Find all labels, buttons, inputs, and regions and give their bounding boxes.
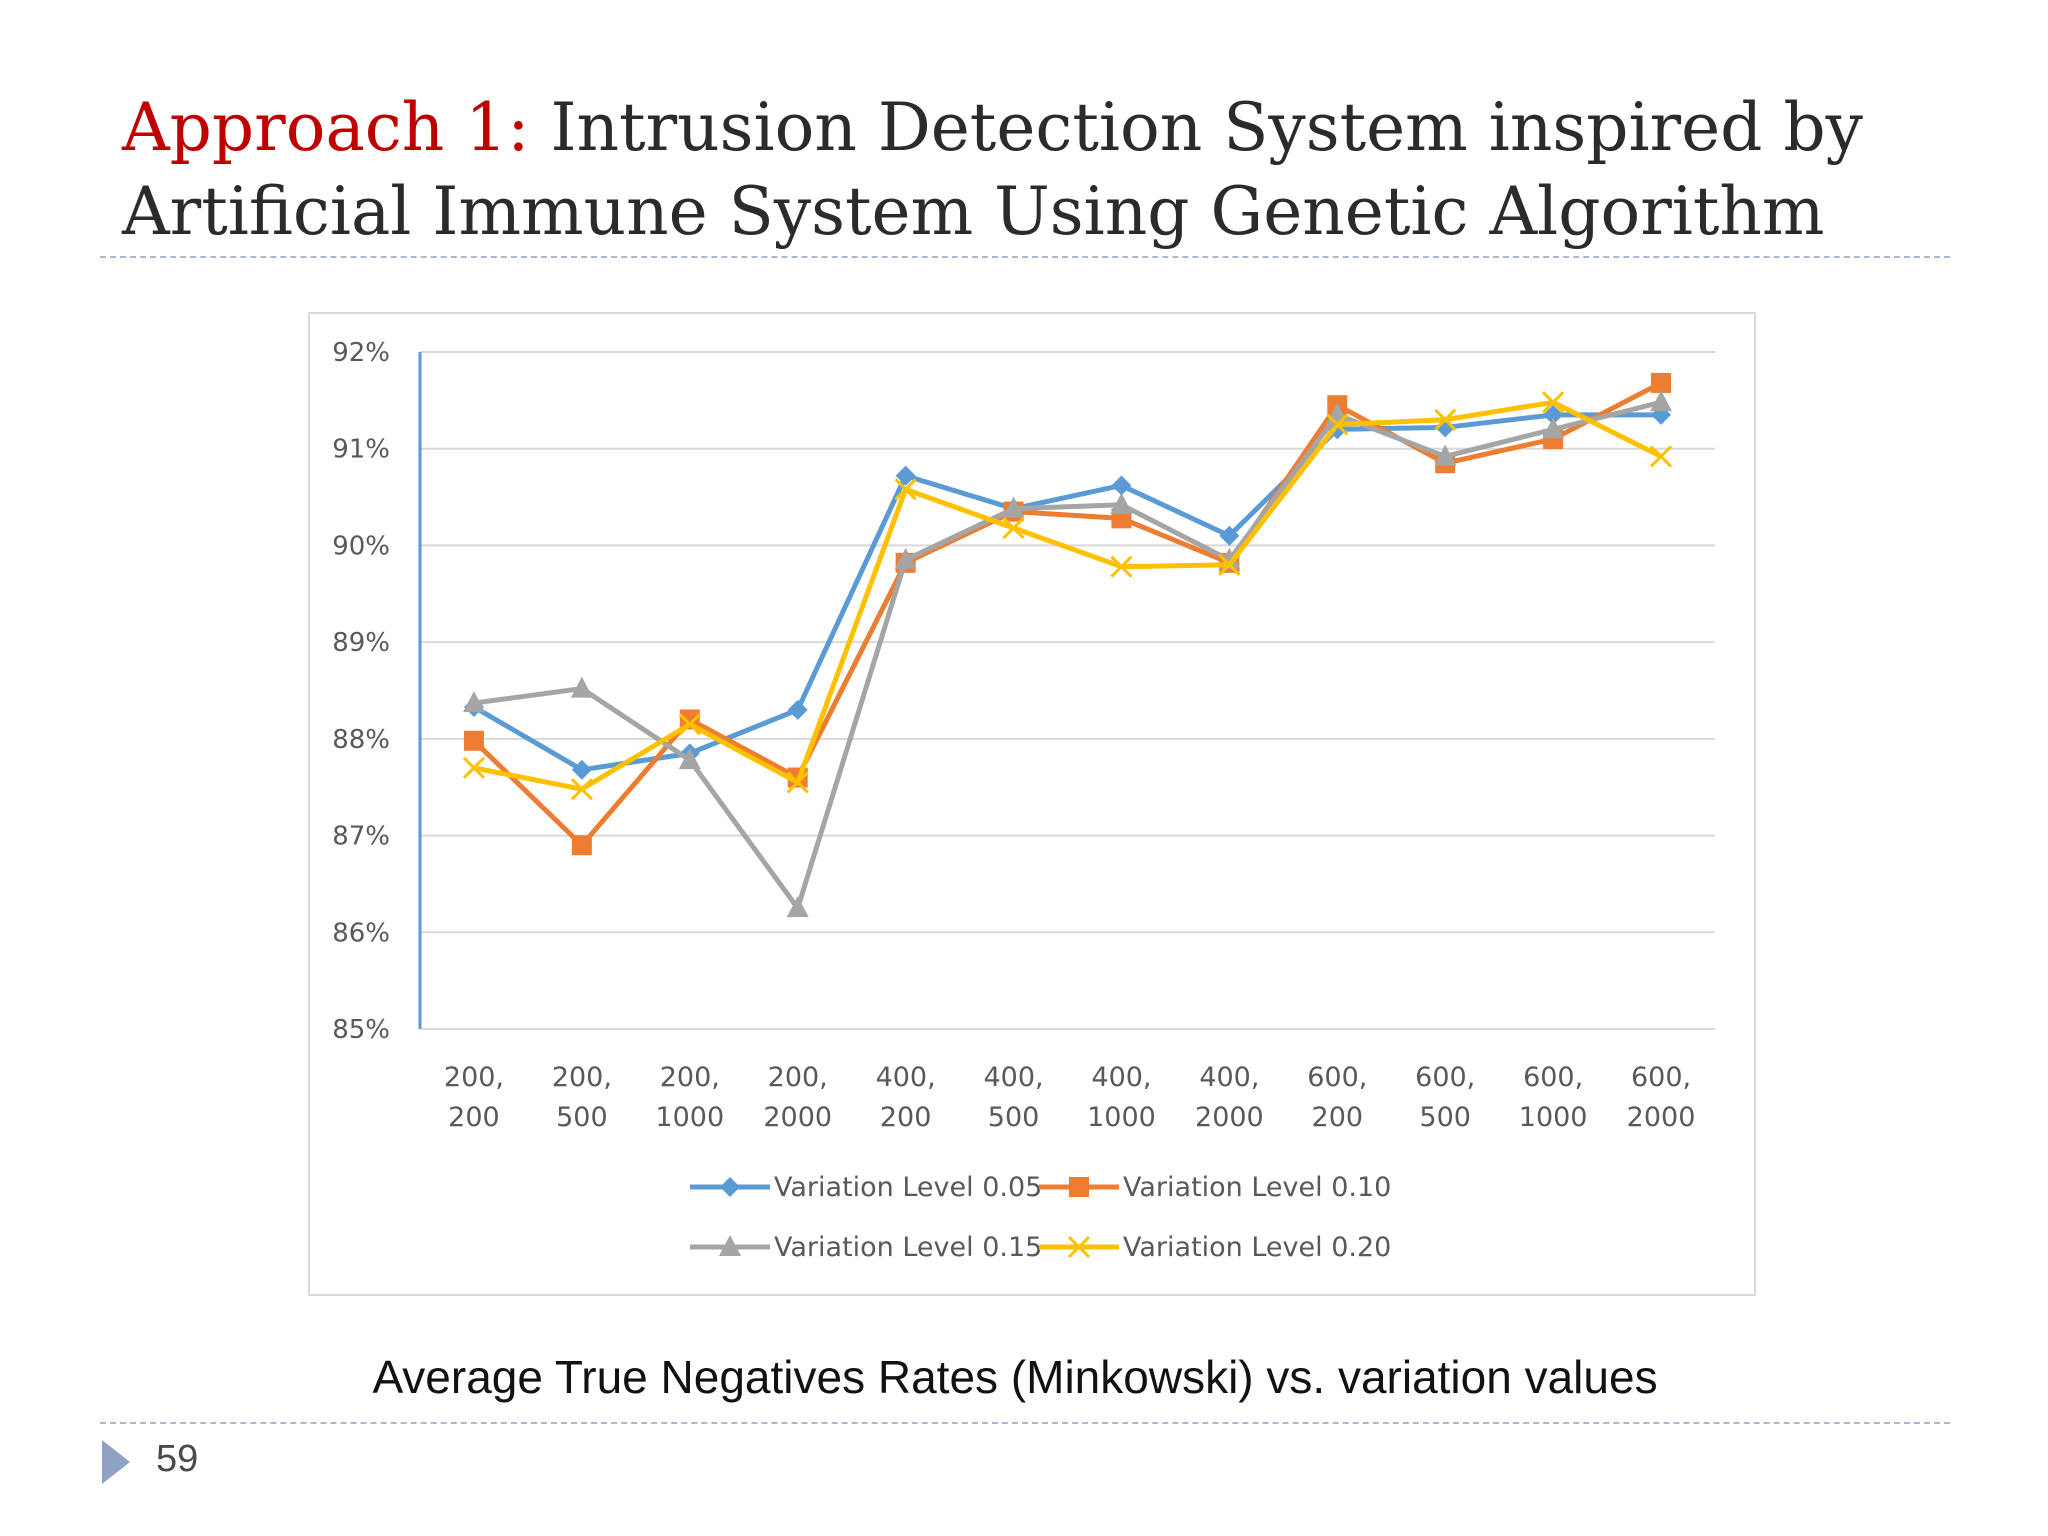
x-tick-label: 400, (1199, 1062, 1259, 1093)
data-point (1110, 492, 1133, 514)
triangle-bullet-icon (102, 1440, 130, 1484)
data-point (1002, 516, 1025, 540)
x-tick-label: 400, (876, 1062, 936, 1093)
line-chart: 92% 91% 90% 89% 88% 87% 86% 85% 200, 200 200, 500 20… (332, 338, 1715, 1263)
legend-label: Variation Level 0.20 (1123, 1232, 1391, 1263)
x-tick-label: 200, (660, 1062, 720, 1093)
x-tick-label: 600, (1631, 1062, 1691, 1093)
slide-title-text: Intrusion Detection System inspired by A… (122, 89, 1863, 250)
series-line (472, 380, 1663, 848)
x-tick-label: 600, (1523, 1062, 1583, 1093)
data-point (462, 756, 486, 779)
slide-title: Approach 1: Intrusion Detection System i… (122, 86, 1962, 254)
y-tick-label: 87% (332, 822, 390, 852)
data-point (1542, 391, 1565, 414)
x-tick-label: 200, (552, 1062, 612, 1093)
data-point (1002, 496, 1025, 518)
x-tick-label: 1000 (655, 1102, 724, 1133)
data-point (895, 465, 916, 486)
x-tick-label: 600, (1307, 1062, 1367, 1093)
data-point (787, 699, 808, 720)
series-line (473, 399, 1663, 792)
legend-label: Variation Level 0.05 (774, 1172, 1042, 1203)
slide-title-prefix: Approach 1: (122, 89, 530, 166)
x-tick-label: 500 (556, 1102, 608, 1133)
chart-frame: 92% 91% 90% 89% 88% 87% 86% 85% 200, 200 200, 500 20… (308, 312, 1756, 1296)
y-tick-label: 89% (332, 628, 390, 658)
data-point (570, 778, 593, 801)
data-point (1650, 390, 1673, 412)
legend-swatch-marker (719, 1235, 741, 1256)
data-point (894, 547, 917, 569)
x-tick-label: 200 (448, 1102, 500, 1133)
data-point (1435, 417, 1456, 438)
y-tick-label: 86% (332, 918, 390, 948)
data-point (786, 771, 809, 794)
x-tick-label: 1000 (1519, 1102, 1588, 1133)
data-point (894, 478, 917, 501)
x-tick-label: 2000 (1627, 1102, 1696, 1133)
data-point (1326, 413, 1349, 436)
data-point (1111, 475, 1132, 496)
data-point (571, 759, 592, 780)
x-tick-label: 500 (988, 1102, 1040, 1133)
x-tick-label: 400, (983, 1062, 1043, 1093)
y-tick-label: 91% (332, 435, 390, 465)
title-divider (100, 256, 1950, 258)
data-point (1110, 555, 1133, 578)
data-point (570, 676, 593, 698)
y-tick-label: 90% (332, 531, 390, 561)
data-point (786, 896, 809, 918)
data-point (678, 713, 701, 736)
legend-label: Variation Level 0.15 (774, 1232, 1042, 1263)
x-tick-label: 2000 (763, 1102, 832, 1133)
data-point (1434, 408, 1457, 431)
data-point (1543, 404, 1564, 425)
series-line (473, 399, 1662, 911)
x-tick-label: 400, (1091, 1062, 1151, 1093)
x-tick-label: 200 (880, 1102, 932, 1133)
data-point (678, 748, 701, 770)
data-point (571, 835, 592, 856)
footer-divider (100, 1422, 1950, 1424)
legend-swatch-marker (1067, 1235, 1091, 1259)
x-tick-label: 600, (1415, 1062, 1475, 1093)
data-point (1542, 417, 1565, 439)
x-tick-label: 1000 (1087, 1102, 1156, 1133)
y-tick-label: 92% (332, 338, 390, 368)
page-number: 59 (156, 1438, 199, 1480)
data-point (1434, 444, 1457, 466)
chart-caption: Average True Negatives Rates (Minkowski)… (372, 1351, 1658, 1403)
y-tick-label: 88% (332, 725, 390, 755)
x-tick-label: 2000 (1195, 1102, 1264, 1133)
data-point (462, 691, 485, 713)
x-tick-label: 200, (768, 1062, 828, 1093)
legend-swatch-marker (720, 1177, 740, 1197)
y-tick-label: 85% (332, 1015, 390, 1045)
x-tick-label: 500 (1419, 1102, 1471, 1133)
data-point (1649, 445, 1673, 468)
data-point (463, 730, 484, 751)
data-point (1651, 372, 1672, 393)
x-tick-label: 200 (1312, 1102, 1364, 1133)
x-tick-label: 200, (444, 1062, 504, 1093)
series-line (472, 412, 1662, 773)
legend-swatch-marker (1069, 1177, 1089, 1197)
legend-label: Variation Level 0.10 (1123, 1172, 1391, 1203)
data-point (1218, 553, 1241, 576)
data-point (1219, 525, 1240, 546)
